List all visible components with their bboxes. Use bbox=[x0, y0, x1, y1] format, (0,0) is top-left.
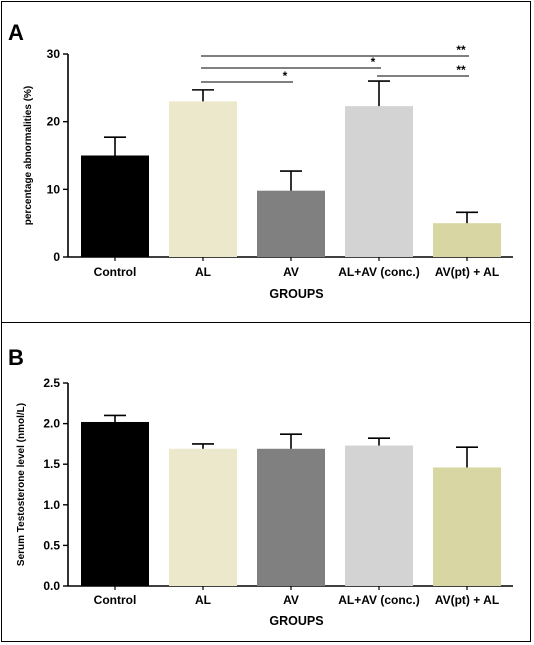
x-tick-label: AV(pt) + AL bbox=[435, 265, 499, 279]
significance-label: * bbox=[371, 55, 376, 69]
y-tick-label: 0.0 bbox=[43, 579, 60, 593]
y-tick-label: 1.0 bbox=[43, 498, 60, 512]
x-axis-title: GROUPS bbox=[269, 614, 323, 628]
y-tick-label: 1.5 bbox=[43, 457, 60, 471]
x-tick-label: AL bbox=[195, 265, 211, 279]
y-tick-label: 0.5 bbox=[43, 538, 60, 552]
y-tick-label: 2.0 bbox=[43, 417, 60, 431]
bar bbox=[169, 448, 237, 586]
x-tick-label: AL bbox=[195, 593, 211, 607]
panel-label: B bbox=[8, 345, 24, 370]
bar bbox=[169, 101, 237, 257]
x-tick-label: AL+AV (conc.) bbox=[338, 593, 419, 607]
chart-panel-a: A 0 10 20 30 percentage abnormalities (%) Cont… bbox=[8, 20, 513, 301]
x-tick-label: Control bbox=[94, 265, 137, 279]
x-axis-title: GROUPS bbox=[269, 287, 323, 301]
y-axis-title: percentage abnormalities (%) bbox=[23, 86, 34, 225]
bar bbox=[345, 106, 413, 257]
chart-panel-b: B 0.0 0.5 1.0 1.5 2.0 2.5 Serum Testosterone le… bbox=[8, 345, 513, 628]
panel-label: A bbox=[8, 20, 24, 45]
y-axis-title: Serum Testosterone level (nmol/L) bbox=[16, 403, 27, 566]
bar bbox=[257, 190, 325, 257]
bar bbox=[345, 445, 413, 586]
bar bbox=[81, 421, 149, 586]
bar bbox=[257, 448, 325, 586]
bar bbox=[433, 467, 501, 586]
x-tick-label: AV bbox=[283, 593, 299, 607]
significance-label: ** bbox=[456, 43, 466, 57]
x-tick-label: AL+AV (conc.) bbox=[338, 265, 419, 279]
significance-label: ** bbox=[456, 63, 466, 77]
bar bbox=[433, 223, 501, 257]
x-tick-label: Control bbox=[94, 593, 137, 607]
bar bbox=[81, 155, 149, 257]
y-tick-label: 30 bbox=[47, 47, 61, 61]
panel-divider bbox=[1, 322, 531, 323]
y-tick-label: 20 bbox=[47, 115, 61, 129]
x-tick-label: AV bbox=[283, 265, 299, 279]
y-tick-label: 0 bbox=[53, 250, 60, 264]
y-tick-label: 10 bbox=[47, 182, 61, 196]
x-tick-label: AV(pt) + AL bbox=[435, 593, 499, 607]
y-tick-label: 2.5 bbox=[43, 376, 60, 390]
significance-label: * bbox=[283, 69, 288, 83]
